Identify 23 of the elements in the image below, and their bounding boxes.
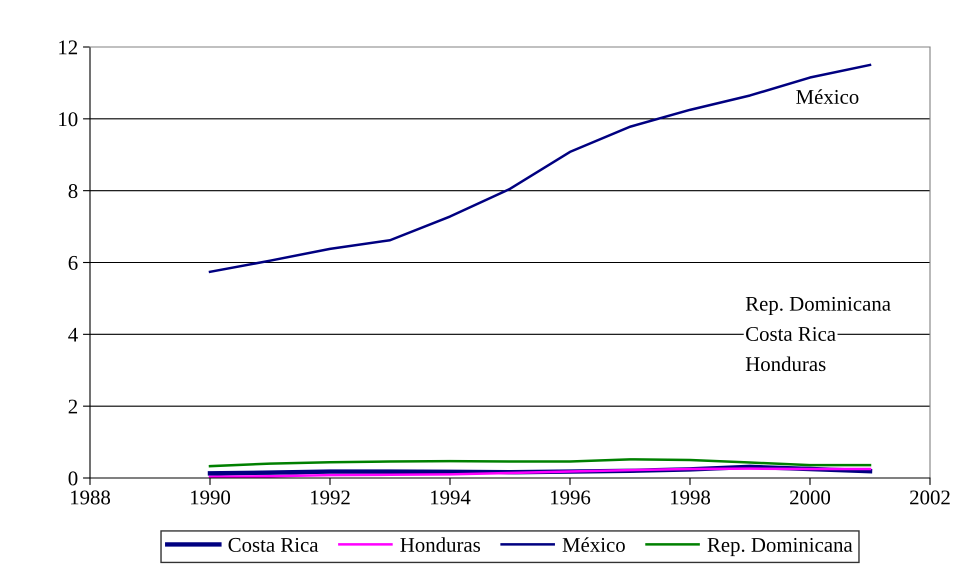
x-tick-label: 1998	[671, 490, 710, 504]
annotation: Costa Rica	[746, 326, 836, 341]
y-tick-label: 10	[59, 112, 78, 126]
y-tick-label: 2	[68, 400, 78, 414]
x-tick-label: 2002	[910, 490, 950, 504]
annotation: Honduras	[746, 356, 826, 372]
y-tick-label: 12	[59, 40, 78, 54]
x-tick-label: 1988	[71, 490, 110, 504]
legend-label: Honduras	[400, 537, 480, 552]
x-tick-label: 1992	[311, 490, 350, 504]
legend-label: Costa Rica	[228, 538, 318, 552]
legend-label: Rep. Dominicana	[708, 538, 852, 556]
y-tick-label: 8	[68, 184, 78, 198]
y-tick-label: 4	[68, 328, 78, 342]
x-tick-label: 1996	[551, 490, 590, 504]
annotation: Rep. Dominicana	[746, 296, 891, 316]
y-tick-label: 6	[68, 256, 78, 270]
x-tick-label: 2000	[790, 490, 830, 504]
x-tick-label: 1990	[191, 490, 230, 504]
annotation: México	[796, 89, 858, 104]
y-tick-label: 0	[68, 471, 78, 486]
legend-label: México	[562, 537, 625, 552]
x-tick-label: 1994	[431, 490, 471, 504]
